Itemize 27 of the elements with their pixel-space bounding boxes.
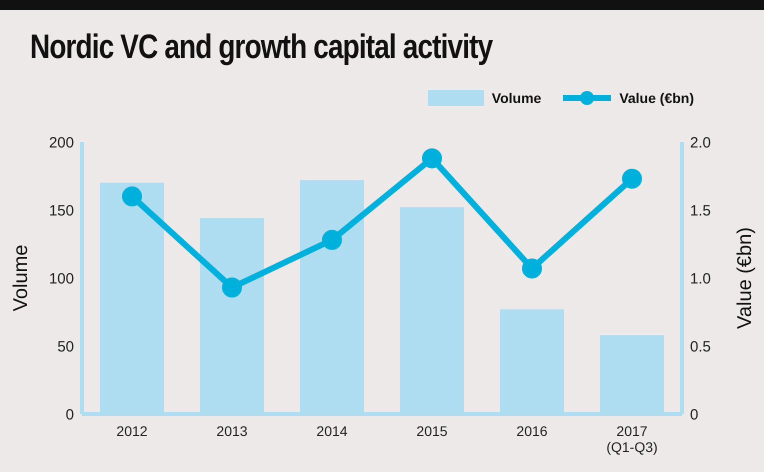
legend-label: Value (€bn)	[618, 90, 694, 106]
point	[622, 168, 642, 189]
chart-title: Nordic VC and growth capital activity	[30, 28, 492, 67]
y2-axis-title: Value (€bn)	[734, 227, 756, 329]
point	[122, 186, 142, 206]
point	[522, 258, 542, 278]
y-axis-title: Volume	[10, 244, 32, 312]
point	[322, 230, 342, 250]
x-tick-label: 2017 (Q1-Q3)	[606, 423, 658, 455]
x-tick-label: 2016	[516, 423, 548, 439]
y2-tick-label: 0.5	[690, 338, 711, 356]
y2-tick-label: 1.0	[690, 270, 711, 288]
y-tick-label: 200	[48, 134, 74, 152]
legend-label: Volume	[490, 90, 542, 106]
y-tick-label: 0	[66, 406, 74, 424]
x-tick-label: 2014	[316, 423, 348, 439]
y-tick-label: 50	[57, 338, 74, 356]
x-tick-label: 2012	[116, 423, 148, 439]
y-tick-label: 150	[48, 202, 74, 220]
x-tick-label: 2013	[216, 423, 248, 439]
point	[222, 278, 242, 298]
x-tick-label: 2015	[416, 423, 448, 439]
y2-tick-label: 1.5	[690, 202, 711, 220]
y-tick-label: 100	[48, 270, 74, 288]
y2-tick-label: 0	[690, 406, 698, 424]
point	[422, 148, 442, 168]
y2-tick-label: 2.0	[690, 134, 711, 152]
